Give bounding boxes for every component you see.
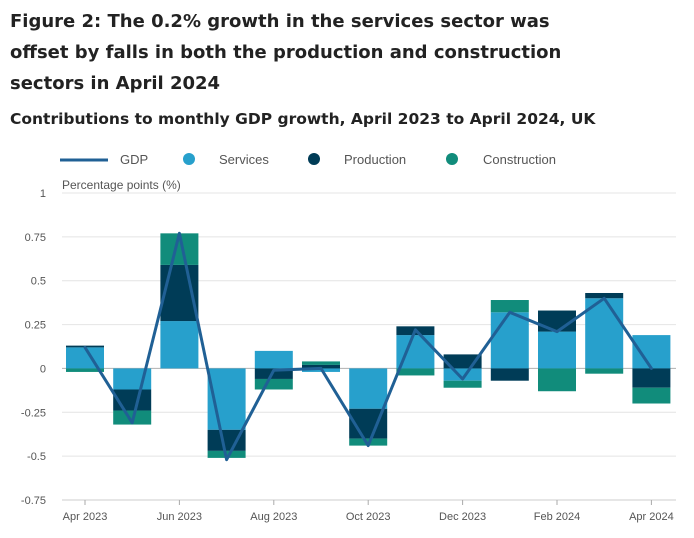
- legend-production-label: Production: [344, 152, 406, 167]
- stacked-bars: [66, 233, 671, 458]
- legend-services-dot: [183, 153, 195, 165]
- bar-production: [585, 292, 624, 299]
- bar-services: [254, 350, 293, 369]
- legend-services-label: Services: [219, 152, 269, 167]
- bar-services: [349, 368, 388, 409]
- bar-services: [443, 368, 482, 381]
- x-tick-label: Dec 2023: [439, 511, 486, 523]
- bar-production: [302, 364, 340, 369]
- y-tick-label: 0: [40, 363, 46, 375]
- bar-services: [538, 331, 576, 369]
- bar-production: [207, 429, 246, 451]
- bar-services: [585, 298, 624, 369]
- bar-construction: [254, 378, 293, 390]
- x-tick-label: Jun 2023: [157, 511, 202, 523]
- chart-subtitle: Contributions to monthly GDP growth, Apr…: [10, 110, 596, 128]
- figure-title: Figure 2: The 0.2% growth in the service…: [10, 11, 562, 94]
- y-tick-label: 0.75: [25, 232, 46, 244]
- x-tick-label: Feb 2024: [534, 511, 580, 523]
- x-tick-label: Aug 2023: [250, 511, 297, 523]
- bar-construction: [538, 368, 576, 392]
- bar-construction: [66, 368, 104, 372]
- bar-construction: [585, 368, 624, 374]
- bar-services: [490, 312, 529, 369]
- y-axis-ticks: 1 0.75 0.5 0.25 0 -0.25 -0.5 -0.75: [21, 188, 46, 507]
- gdp-line-layer: [83, 231, 653, 462]
- bar-services: [66, 347, 104, 369]
- bar-construction: [302, 361, 340, 365]
- x-axis: Apr 2023 Jun 2023 Aug 2023 Oct 2023 Dec 2023…: [62, 499, 676, 523]
- legend: GDP Services Production Construction: [60, 152, 556, 167]
- gridlines: [62, 192, 676, 501]
- bar-production: [254, 368, 293, 379]
- gdp-line: [83, 231, 653, 462]
- y-tick-label: -0.5: [27, 451, 46, 463]
- legend-gdp-label: GDP: [120, 152, 148, 167]
- legend-construction-dot: [446, 153, 458, 165]
- y-axis-label: Percentage points (%): [62, 178, 181, 192]
- bar-construction: [632, 387, 671, 404]
- bar-services: [632, 335, 671, 369]
- y-tick-label: 1: [40, 188, 46, 200]
- legend-construction-label: Construction: [483, 152, 556, 167]
- bar-production: [632, 368, 671, 388]
- bar-construction: [490, 300, 529, 313]
- bar-production: [490, 368, 529, 381]
- legend-production-dot: [308, 153, 320, 165]
- x-tick-label: Apr 2023: [63, 511, 108, 523]
- bar-construction: [396, 368, 435, 376]
- bar-services: [160, 321, 199, 369]
- y-tick-label: -0.75: [21, 495, 46, 507]
- y-tick-label: -0.25: [21, 407, 46, 419]
- x-tick-label: Oct 2023: [346, 511, 391, 523]
- y-tick-label: 0.5: [31, 276, 46, 288]
- bar-construction: [443, 380, 482, 388]
- x-tick-label: Apr 2024: [629, 511, 674, 523]
- y-tick-label: 0.25: [25, 320, 46, 332]
